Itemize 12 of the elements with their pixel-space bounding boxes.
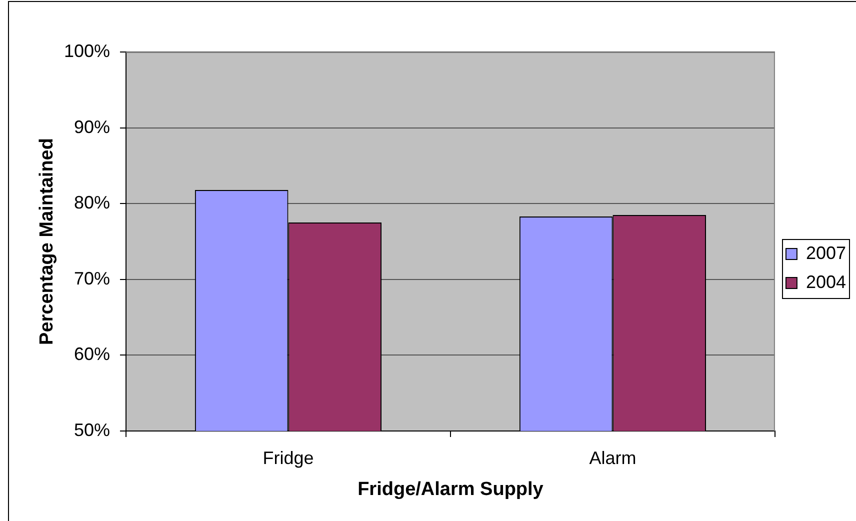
y-axis-title: Percentage Maintained <box>36 138 58 345</box>
x-axis-title: Fridge/Alarm Supply <box>358 478 544 500</box>
y-tick-label: 90% <box>74 116 110 137</box>
x-tick-label: Alarm <box>589 448 636 468</box>
y-tick-label: 80% <box>74 192 110 213</box>
y-tick-label: 50% <box>74 420 110 440</box>
y-tick-label: 60% <box>74 344 110 364</box>
y-tick-label: 70% <box>74 268 110 288</box>
legend-label: 2004 <box>806 272 846 292</box>
x-tick-label: Fridge <box>262 448 314 468</box>
legend-label: 2007 <box>806 242 846 263</box>
y-tick-label: 100% <box>64 40 110 61</box>
